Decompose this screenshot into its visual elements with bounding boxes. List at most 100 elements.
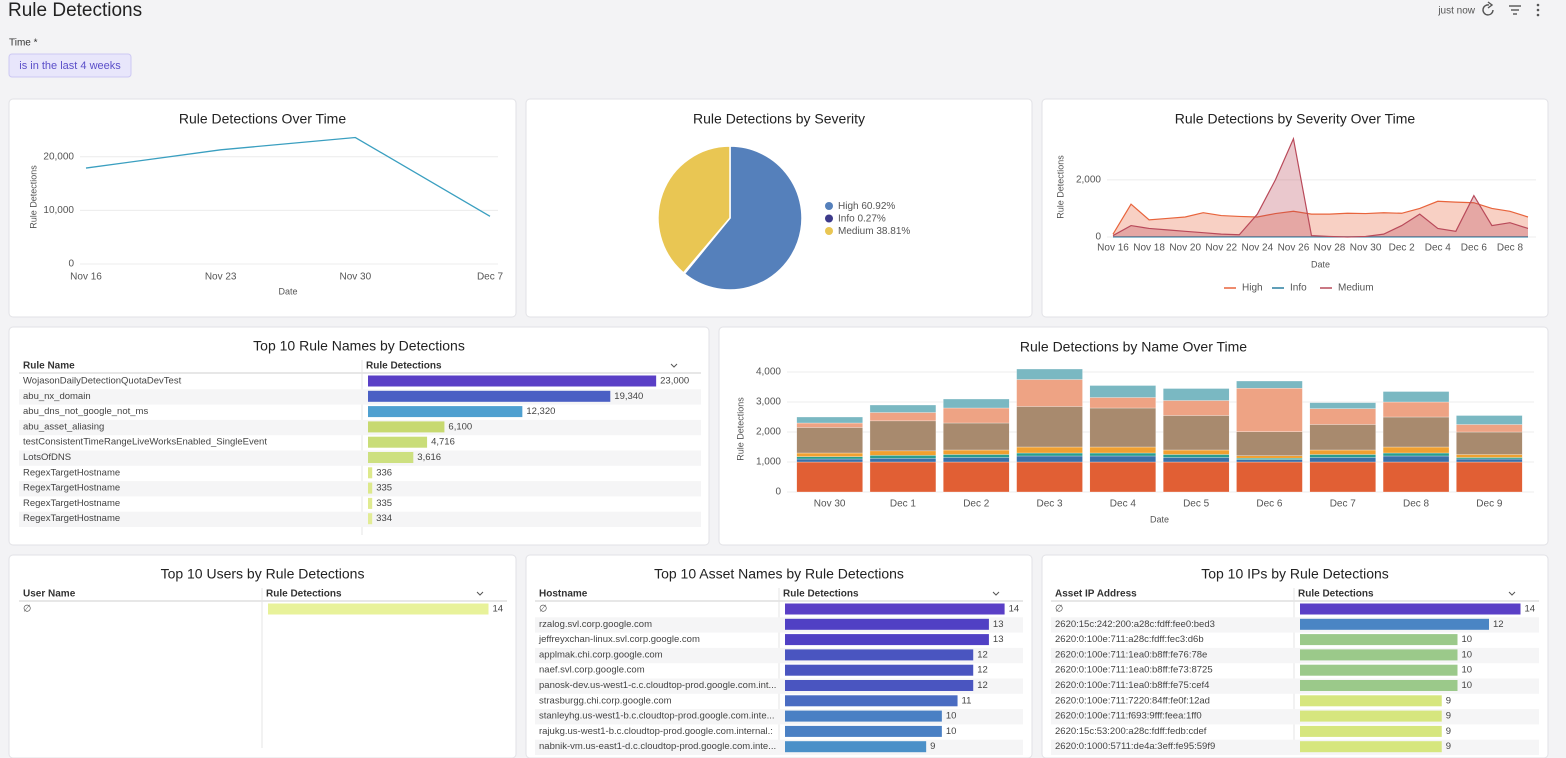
bar-segment xyxy=(943,449,1010,455)
bar-segment xyxy=(943,461,1010,493)
legend-swatch xyxy=(825,214,833,223)
row-value: 14 xyxy=(1525,604,1536,615)
bar-segment xyxy=(1163,400,1230,416)
bar-segment xyxy=(1016,455,1083,463)
x-tick-label: Dec 8 xyxy=(1497,243,1524,254)
bar-segment xyxy=(869,412,937,422)
refresh-arc[interactable] xyxy=(1482,4,1494,16)
x-tick-label: Nov 18 xyxy=(1133,243,1165,254)
legend-name: High xyxy=(838,201,859,212)
row-value: 9 xyxy=(1446,711,1451,722)
row-value: 14 xyxy=(1009,604,1020,615)
table-bar xyxy=(785,725,942,737)
y-tick-label: 2,000 xyxy=(756,427,781,438)
row-value: 10 xyxy=(946,711,957,722)
dot[interactable] xyxy=(1536,3,1540,7)
bar-segment xyxy=(1382,391,1450,403)
table-bar xyxy=(368,406,523,418)
y-tick-label: 2,000 xyxy=(1076,174,1101,185)
filter-icon[interactable] xyxy=(1509,5,1521,15)
bar-segment xyxy=(1016,406,1083,448)
x-tick-label: Nov 22 xyxy=(1205,243,1237,254)
row-value: 10 xyxy=(1462,649,1473,660)
row-value: 6,100 xyxy=(448,421,472,432)
row-value: 3,616 xyxy=(417,452,441,463)
bar-segment xyxy=(1089,452,1156,457)
bar-segment xyxy=(1236,388,1303,432)
row-value: 335 xyxy=(376,483,392,494)
row-value: 23,000 xyxy=(660,376,689,387)
row-label: stanleyhg.us-west1-b.c.cloudtop-prod.goo… xyxy=(539,711,775,722)
column-header: Rule Detections xyxy=(783,589,859,600)
row-stripe xyxy=(19,450,701,466)
dot[interactable] xyxy=(1536,8,1540,12)
table-bar xyxy=(368,497,373,509)
bar-segment xyxy=(1456,431,1523,455)
row-value: 19,340 xyxy=(614,391,643,402)
panel-title: Top 10 IPs by Rule Detections xyxy=(1201,566,1389,582)
y-tick-label: 20,000 xyxy=(43,151,74,162)
row-label: 2620:15c:242:200:a28c:fdff:fee0:bed3 xyxy=(1055,619,1215,630)
row-label: strasburgg.chi.corp.google.com xyxy=(539,695,672,706)
row-value: 10 xyxy=(1462,634,1473,645)
legend-label: Medium xyxy=(1338,283,1374,294)
x-tick-label: Dec 7 xyxy=(477,272,504,283)
row-value: 334 xyxy=(376,513,392,524)
row-value: 12 xyxy=(1493,619,1504,630)
table-bar xyxy=(368,436,428,448)
area-line xyxy=(1112,200,1529,235)
menu-icon[interactable] xyxy=(1536,3,1540,17)
bar-segment xyxy=(1163,415,1230,451)
column-header: Asset IP Address xyxy=(1055,589,1137,600)
row-value: 13 xyxy=(993,619,1004,630)
row-stripe xyxy=(19,481,701,497)
table-bar xyxy=(1300,649,1458,661)
bar-segment xyxy=(796,456,863,460)
dot[interactable] xyxy=(1536,13,1540,17)
row-value: 335 xyxy=(376,498,392,509)
bar-segment xyxy=(796,458,863,463)
x-tick-label: Dec 2 xyxy=(1389,243,1416,254)
row-label: 2620:0:1000:5711:de4a:3eff:fe95:59f9 xyxy=(1055,741,1215,752)
refresh-arrow[interactable] xyxy=(1487,1,1494,9)
x-tick-label: Nov 24 xyxy=(1242,243,1274,254)
row-value: 336 xyxy=(376,467,392,478)
bar-segment xyxy=(1163,461,1230,493)
sort-chevron xyxy=(1508,591,1516,596)
refresh-icon[interactable] xyxy=(1482,1,1494,16)
pie-slice xyxy=(683,145,803,291)
row-label: 2620:0:100e:711:f693:9fff:feea:1ff0 xyxy=(1055,711,1202,722)
legend-label: High 60.92% xyxy=(838,201,895,212)
panel-title: Top 10 Rule Names by Detections xyxy=(253,338,465,354)
bar-segment xyxy=(1236,455,1303,459)
row-label: rzalog.svl.corp.google.com xyxy=(539,619,652,630)
filter-value[interactable]: is in the last 4 weeks xyxy=(19,60,121,72)
x-tick-label: Nov 30 xyxy=(1350,243,1382,254)
bar-segment xyxy=(1456,458,1523,463)
updated: just now xyxy=(1437,6,1475,17)
row-label: 2620:15c:53:200:a28c:fdff:fedb:cdef xyxy=(1055,726,1207,737)
bar-segment xyxy=(1309,461,1376,493)
legend-name: Medium xyxy=(838,226,874,237)
panel xyxy=(1041,98,1549,318)
legend-swatch xyxy=(825,202,833,210)
column-header: Rule Detections xyxy=(1298,589,1374,600)
table-bar xyxy=(785,695,958,707)
column-header: Rule Detections xyxy=(366,361,442,372)
bar-segment xyxy=(1236,380,1303,389)
bar-segment xyxy=(1089,455,1156,463)
table-bar xyxy=(1300,725,1442,737)
column-header: Rule Detections xyxy=(266,589,342,600)
table-bar xyxy=(1300,664,1458,676)
filter-chip[interactable] xyxy=(8,53,132,78)
legend-label: Info 0.27% xyxy=(838,213,886,224)
row-label: ∅ xyxy=(1055,604,1063,615)
line xyxy=(85,136,491,217)
table-bar xyxy=(785,664,974,676)
x-tick-label: Dec 1 xyxy=(890,499,917,510)
panel-title: Rule Detections by Severity xyxy=(693,111,865,127)
x-axis-label: Date xyxy=(278,286,297,296)
row-value: 11 xyxy=(962,695,972,706)
bar-segment xyxy=(1016,379,1083,407)
